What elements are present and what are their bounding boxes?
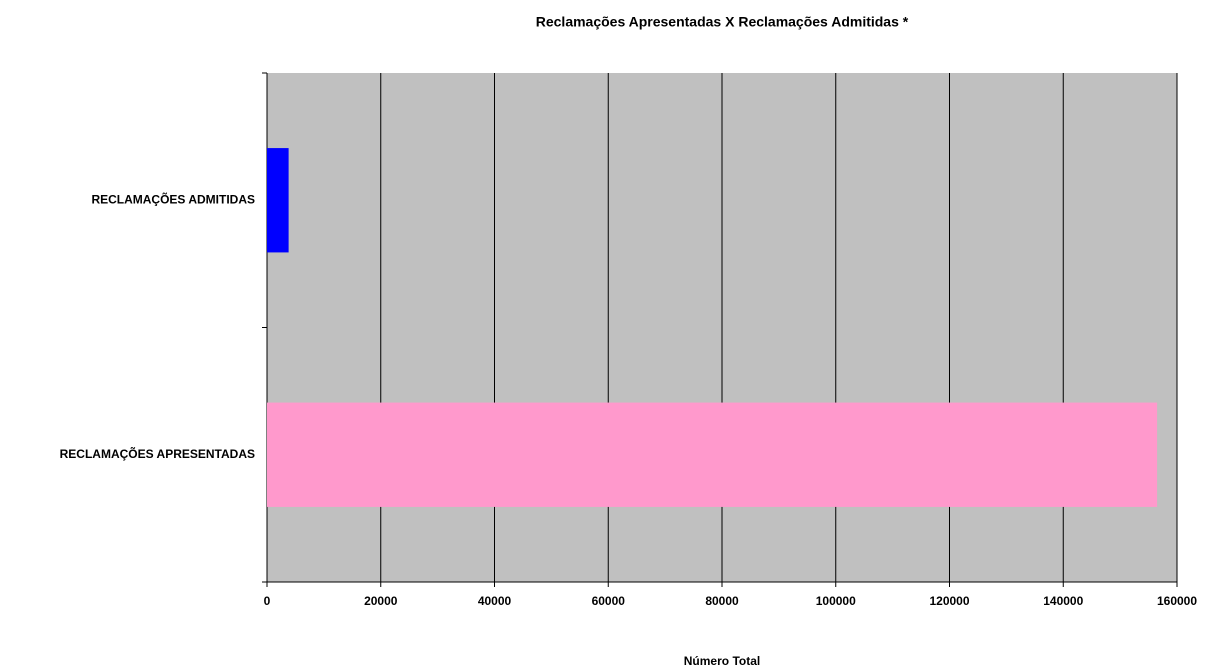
x-tick-label: 140000 <box>1043 594 1083 608</box>
y-tick-label: RECLAMAÇÕES ADMITIDAS <box>91 191 255 206</box>
x-tick-label: 0 <box>264 594 271 608</box>
x-tick-label: 80000 <box>705 594 739 608</box>
x-tick-label: 100000 <box>816 594 856 608</box>
x-tick-label: 40000 <box>478 594 512 608</box>
y-tick-label: RECLAMAÇÕES APRESENTADAS <box>60 446 255 461</box>
bar <box>267 148 289 253</box>
x-tick-label: 60000 <box>592 594 626 608</box>
x-axis-title: Número Total <box>684 654 760 668</box>
x-tick-label: 160000 <box>1157 594 1197 608</box>
bar <box>267 402 1158 507</box>
x-tick-label: 120000 <box>929 594 969 608</box>
x-tick-label: 20000 <box>364 594 398 608</box>
chart-title: Reclamações Apresentadas X Reclamações A… <box>536 14 909 30</box>
